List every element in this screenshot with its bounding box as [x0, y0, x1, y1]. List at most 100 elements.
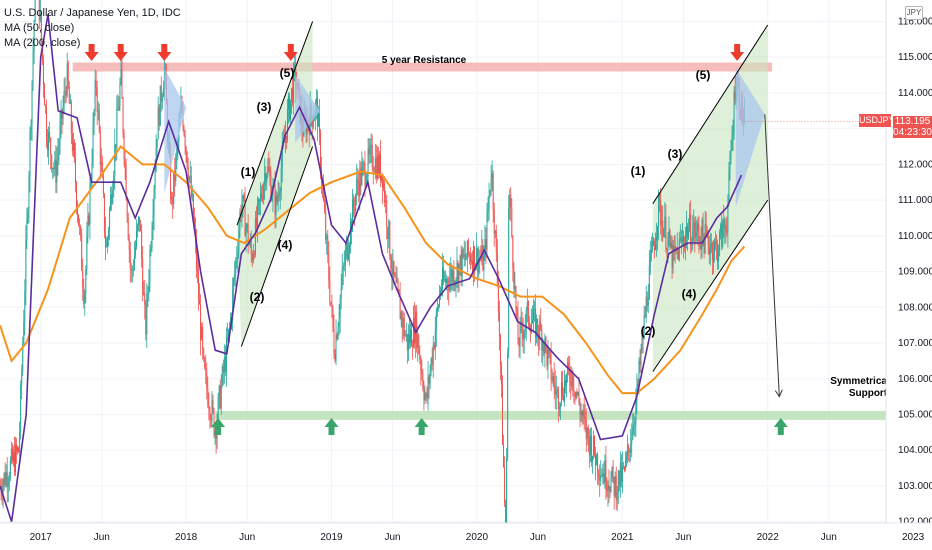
- candle-body: [497, 283, 499, 313]
- candle-body: [708, 245, 710, 255]
- candle-body: [514, 286, 516, 290]
- candle-body: [225, 337, 227, 372]
- candle-body: [243, 195, 245, 200]
- candle-body: [614, 476, 616, 496]
- candle-body: [476, 248, 478, 265]
- candle-body: [219, 386, 221, 408]
- candle-body: [641, 334, 643, 350]
- candle-body: [347, 253, 349, 259]
- candle-body: [551, 379, 553, 381]
- candle-body: [132, 269, 134, 270]
- candle-body: [712, 253, 714, 261]
- candle-body: [336, 334, 338, 339]
- candle-body: [472, 260, 474, 271]
- candle-body: [213, 409, 215, 436]
- wave-5-2018: (5): [280, 66, 295, 80]
- candle-body: [374, 158, 376, 173]
- candle-body: [573, 389, 575, 392]
- candle-body: [52, 167, 54, 170]
- candle-body: [324, 200, 326, 212]
- candle-body: [669, 230, 671, 248]
- candle-body: [8, 478, 10, 483]
- candle-body: [677, 248, 679, 260]
- candle-body: [372, 167, 374, 172]
- candle-body: [483, 254, 485, 271]
- candle-body: [734, 91, 736, 101]
- candle-body: [335, 334, 337, 361]
- candle-body: [208, 405, 210, 410]
- legend-title: U.S. Dollar / Japanese Yen, 1D, IDC: [4, 7, 181, 19]
- candle-body: [285, 135, 287, 140]
- candle-body: [145, 304, 147, 335]
- candle-body: [323, 185, 325, 201]
- candle-body: [83, 287, 85, 305]
- candle-body: [82, 270, 84, 288]
- candle-body: [606, 488, 608, 491]
- candle-body: [527, 301, 529, 323]
- candle-body: [627, 445, 629, 456]
- candle-body: [42, 59, 44, 86]
- candle-body: [713, 241, 715, 254]
- candle-body: [24, 291, 26, 322]
- candle-body: [531, 320, 533, 324]
- candle-body: [546, 346, 548, 366]
- arrow-up-icon: [324, 418, 339, 435]
- projection-2018: [295, 75, 320, 143]
- candle-body: [422, 374, 424, 389]
- candle-body: [596, 454, 598, 466]
- candle-body: [611, 466, 613, 478]
- time-tick-label: 2020: [466, 532, 489, 543]
- candle-body: [579, 403, 581, 415]
- candle-body: [557, 389, 559, 409]
- candle-body: [588, 437, 590, 456]
- candle-body: [362, 163, 364, 167]
- legend-ma200: MA (200, close): [4, 37, 81, 49]
- candle-body: [649, 253, 651, 266]
- candle-body: [171, 197, 173, 200]
- candle-body: [365, 182, 367, 186]
- candle-body: [293, 67, 295, 104]
- arrow-up-icon: [414, 418, 429, 435]
- price-axis[interactable]: 102.000 103.000 104.000 105.000 106.000 107.0…: [885, 0, 932, 550]
- candle-body: [620, 462, 622, 482]
- candle-body: [294, 64, 296, 68]
- candle-body: [151, 230, 153, 249]
- candle-body: [4, 473, 6, 485]
- candle-body: [196, 268, 198, 272]
- candle-body: [391, 268, 393, 276]
- price-tick-label: 111.000: [898, 195, 932, 206]
- candle-body: [622, 465, 624, 467]
- candle-body: [159, 85, 161, 126]
- candle-body: [17, 447, 19, 452]
- candle-body: [81, 234, 83, 271]
- candle-body: [270, 176, 272, 200]
- candle-body: [640, 349, 642, 365]
- candle-body: [503, 444, 505, 468]
- candle-body: [605, 460, 607, 489]
- currency-badge[interactable]: JPY: [905, 6, 923, 20]
- candle-body: [212, 400, 214, 410]
- candle-body: [140, 224, 142, 232]
- candle-body: [623, 466, 625, 470]
- candle-body: [566, 374, 568, 387]
- candle-body: [561, 382, 563, 397]
- candle-body: [447, 278, 449, 286]
- candle-body: [729, 158, 731, 171]
- candle-body: [346, 243, 348, 259]
- candle-body: [533, 309, 535, 321]
- wave-3-2018: (3): [257, 100, 272, 114]
- candle-body: [455, 279, 457, 283]
- candle-body: [138, 216, 140, 226]
- candle-body: [237, 252, 239, 258]
- candle-body: [550, 354, 552, 380]
- candle-body: [5, 472, 7, 485]
- candle-body: [659, 193, 661, 202]
- candle-body: [589, 435, 591, 456]
- candle-body: [141, 231, 143, 259]
- candle-body: [413, 318, 415, 348]
- candle-body: [517, 315, 519, 345]
- candle-body: [452, 270, 454, 283]
- time-axis[interactable]: 2017 Jun 2018 Jun 2019 Jun 2020 Jun 2021 Jun 2022 J…: [0, 522, 932, 550]
- candle-body: [111, 194, 113, 204]
